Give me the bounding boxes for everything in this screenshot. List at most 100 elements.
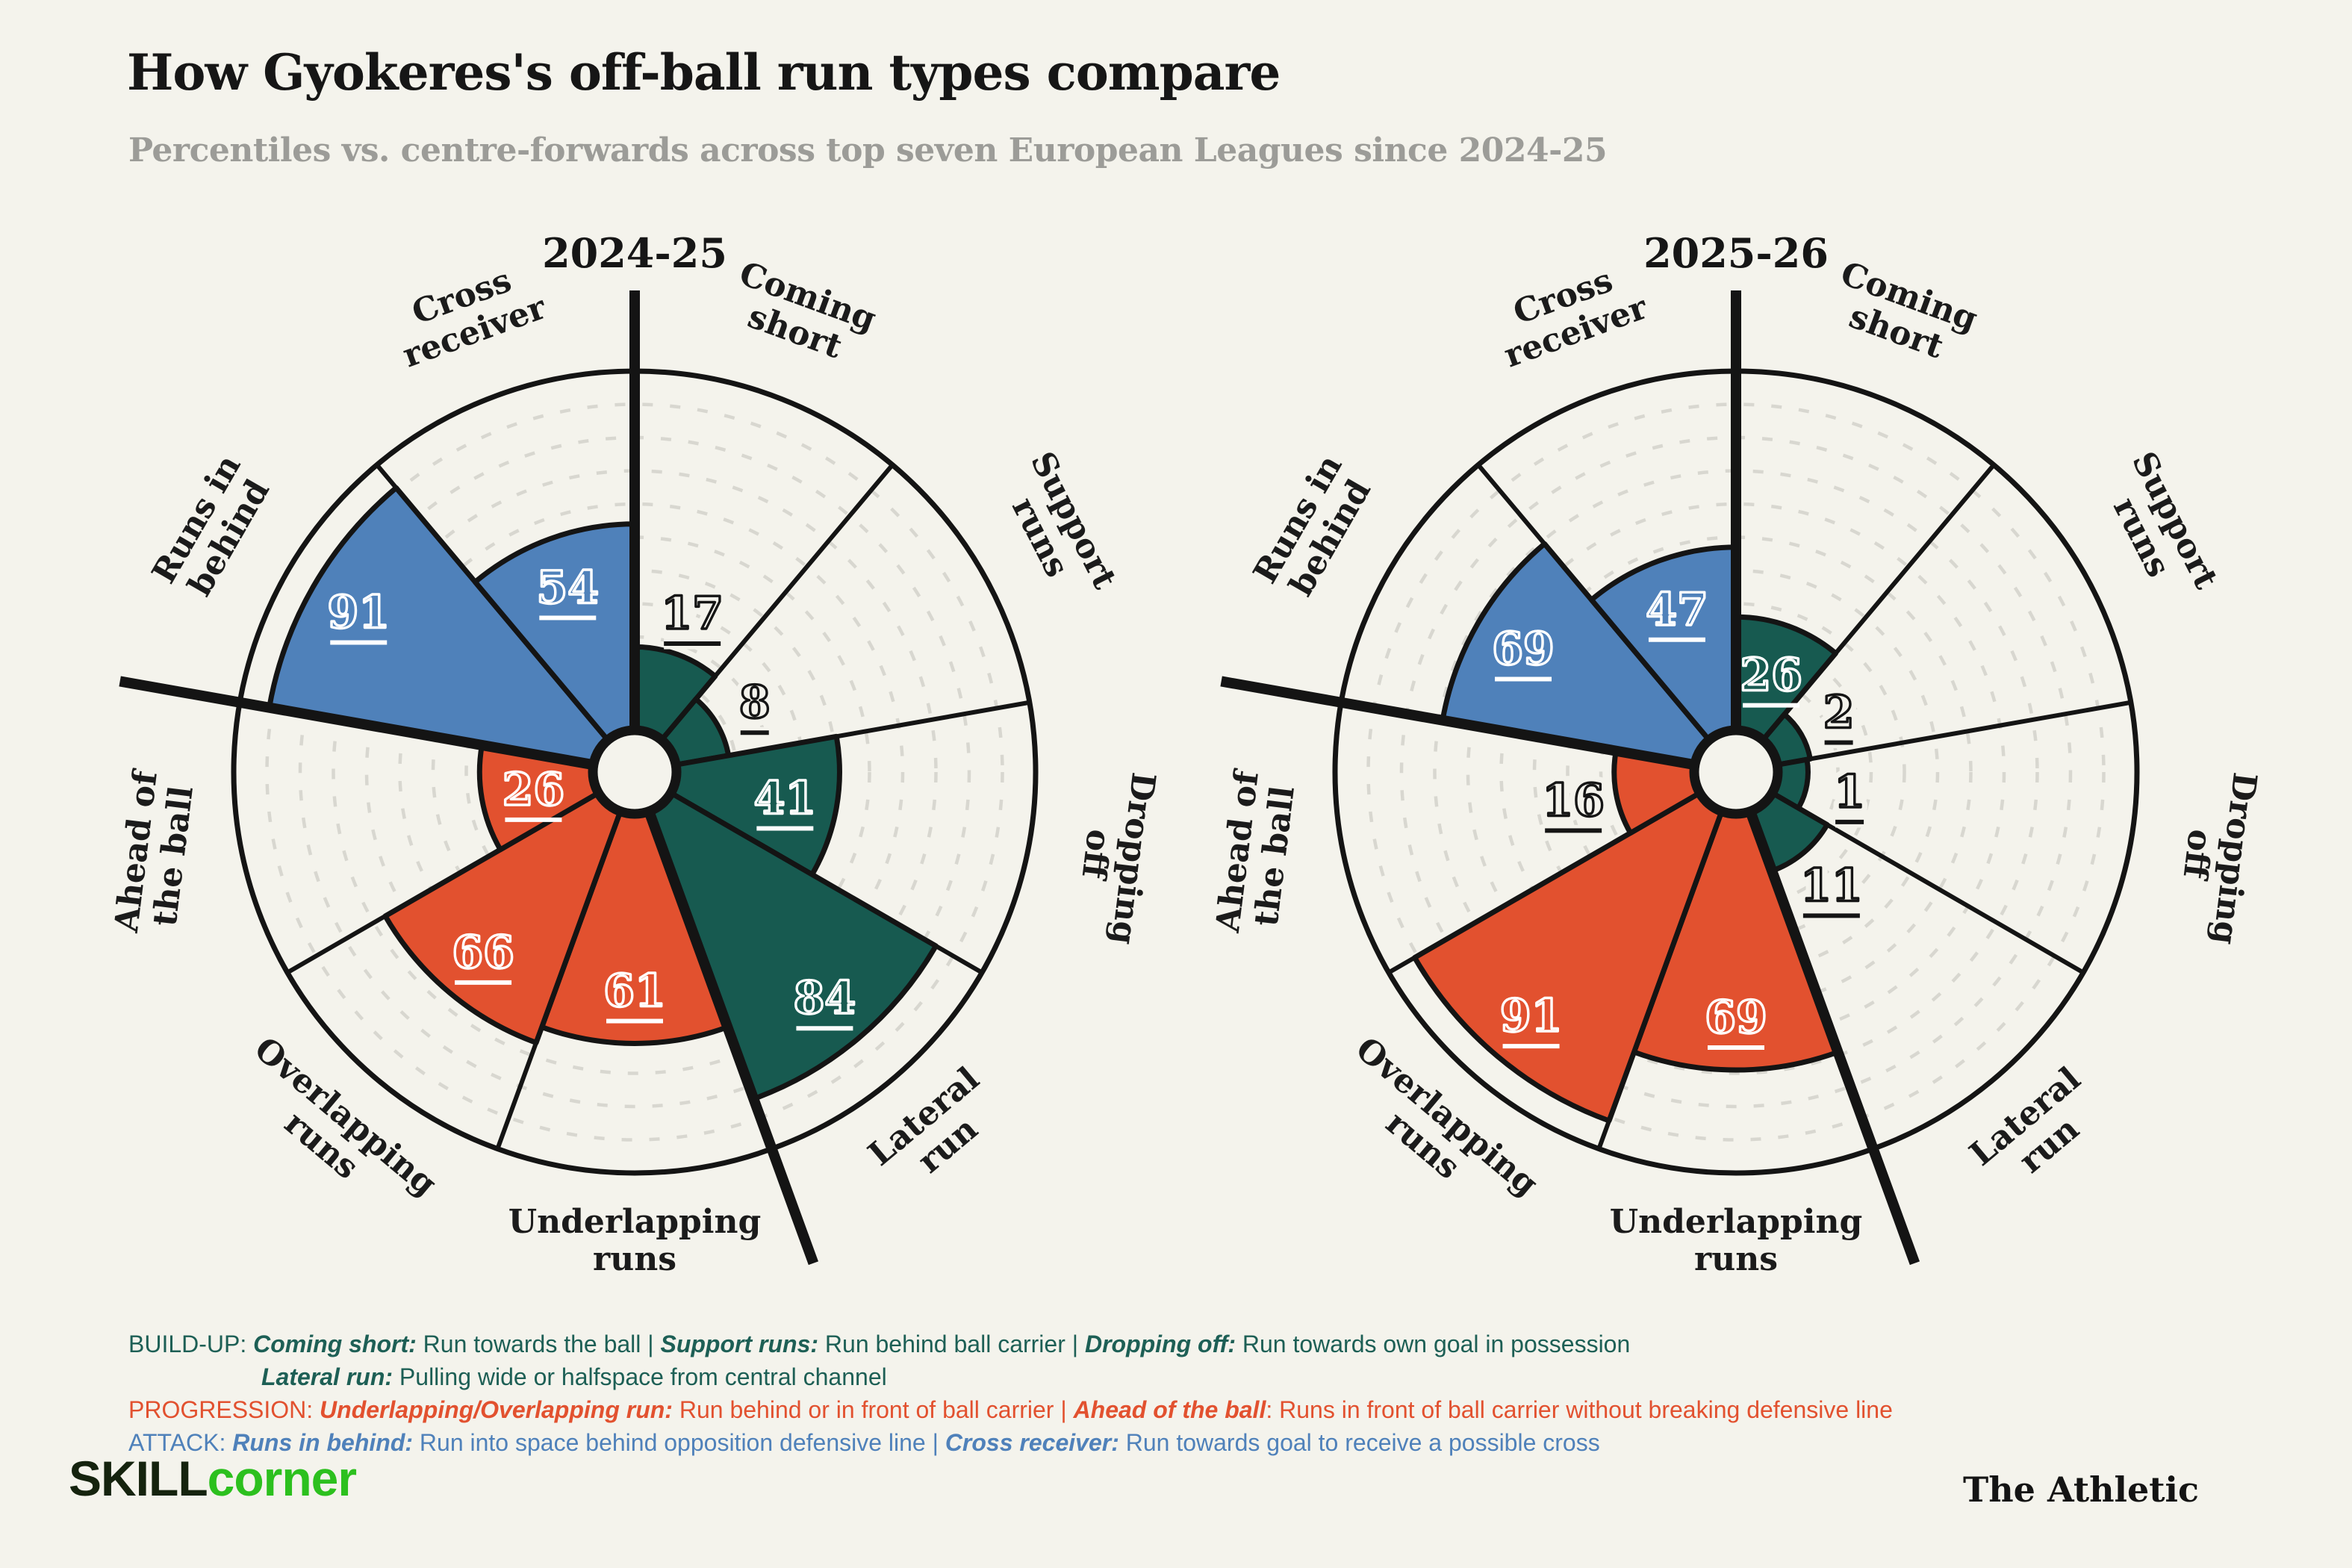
value-label-halo: 17: [661, 588, 724, 640]
category-label-ahead-of-the-ball: Ahead ofthe ball: [1209, 767, 1304, 940]
category-label-overlapping-runs: Overlappingruns: [223, 1030, 444, 1232]
the-athletic-logo: The Athletic: [1962, 1469, 2199, 1510]
gridline-ring-30: [1566, 602, 1906, 942]
category-label-underlapping-runs: Underlapping runs: [508, 1203, 762, 1278]
legend-line-2: PROGRESSION: Underlapping/Overlapping ru…: [128, 1393, 1893, 1426]
value-label-halo: 8: [739, 676, 771, 729]
legend-text: PROGRESSION:: [128, 1396, 320, 1423]
category-label-lateral-run: Lateralrun: [861, 1060, 1010, 1202]
value-label-halo: 1: [1834, 766, 1865, 818]
category-label-lateral-run: Lateralrun: [1962, 1060, 2112, 1202]
sector-divider: [495, 803, 626, 1150]
legend-run-type: Support runs:: [660, 1331, 819, 1357]
group-divider: [119, 676, 636, 777]
legend-text: Run towards the ball |: [416, 1331, 661, 1357]
outer-circle: [1332, 368, 2140, 1176]
wedge-cross-receiver: [472, 521, 638, 775]
value-label-underlapping-runs: 69: [1705, 992, 1767, 1044]
page-subtitle: Percentiles vs. centre-forwards across t…: [128, 131, 1608, 169]
sector-divider: [668, 700, 1030, 768]
legend-run-type: Runs in behind:: [232, 1429, 414, 1456]
value-label-halo: 11: [1800, 859, 1863, 912]
sector-divider: [1387, 787, 1708, 975]
wedge-cross-receiver: [1588, 544, 1739, 775]
sector-divider: [1769, 700, 2132, 768]
page-title: How Gyokeres's off-ball run types compar…: [127, 43, 1281, 102]
legend-run-type: Ahead of the ball: [1073, 1396, 1266, 1423]
sector-divider: [1756, 463, 1996, 747]
season-title-2024-25: 2024-25: [542, 229, 727, 277]
legend-run-type: Coming short:: [253, 1331, 417, 1357]
wedge-overlapping-runs: [1412, 769, 1739, 1124]
value-label-dropping-off: 1: [1834, 766, 1865, 818]
sector-divider: [375, 463, 615, 747]
value-label-ahead-of-the-ball: 16: [1542, 774, 1605, 827]
legend-text: BUILD-UP:: [128, 1331, 254, 1357]
value-label-halo: 2: [1823, 687, 1855, 739]
pizza-chart-2025-26: 2025-26 26 2 2 1 1 11 11 69 91 16 16 69 47 Comingshort…: [1206, 229, 2266, 1302]
category-label-cross-receiver: Crossreceiver: [1487, 253, 1653, 375]
category-label-underlapping-runs: Underlapping runs: [1610, 1203, 1863, 1278]
legend-run-type: Cross receiver:: [945, 1429, 1119, 1456]
season-title-2025-26: 2025-26: [1643, 229, 1829, 277]
legend-text: ATTACK:: [128, 1429, 233, 1456]
group-divider: [1220, 676, 1737, 777]
legend-text: Pulling wide or halfspace from central c…: [393, 1363, 887, 1390]
legend-text: : Runs in front of ball carrier without …: [1266, 1396, 1893, 1423]
sector-divider: [663, 787, 983, 975]
wedge-underlapping-runs: [1631, 769, 1841, 1073]
value-label-overlapping-runs: 66: [452, 927, 514, 979]
skillcorner-logo-dark: SKILL: [69, 1451, 208, 1506]
legend-run-type: Dropping off:: [1084, 1331, 1236, 1357]
category-label-ahead-of-the-ball: Ahead ofthe ball: [108, 767, 202, 940]
legend-text: Run into space behind opposition defensi…: [413, 1429, 945, 1456]
category-label-support-runs: Supportruns: [2091, 446, 2225, 612]
sector-divider: [1476, 463, 1716, 747]
value-label-overlapping-runs: 91: [1500, 990, 1563, 1042]
centre-hole: [588, 725, 682, 819]
category-label-dropping-off: Droppingoff: [1066, 766, 1162, 947]
wedge-runs-in-behind: [267, 485, 638, 775]
wedge-runs-in-behind: [1440, 541, 1739, 775]
centre-hole: [1689, 725, 1783, 819]
wedge-overlapping-runs: [382, 769, 638, 1045]
value-label-support-runs: 2: [1823, 687, 1855, 739]
pizza-chart-2024-25: 2024-25 17 17 8 8 41 84 61 66 26 91 54 Comingshort Su…: [105, 229, 1165, 1302]
legend-text: Run behind ball carrier |: [818, 1331, 1085, 1357]
sector-divider: [1596, 803, 1727, 1150]
category-label-dropping-off: Droppingoff: [2168, 766, 2263, 947]
value-label-dropping-off: 41: [754, 773, 817, 825]
value-label-halo: 16: [1542, 774, 1605, 827]
category-label-coming-short: Comingshort: [721, 255, 880, 374]
value-label-ahead-of-the-ball: 26: [503, 764, 565, 816]
value-label-underlapping-runs: 61: [603, 965, 666, 1017]
group-divider: [629, 770, 818, 1266]
run-type-legend: BUILD-UP: Coming short: Run towards the …: [128, 1328, 1893, 1459]
value-label-cross-receiver: 47: [1646, 584, 1708, 636]
value-label-coming-short: 26: [1740, 650, 1802, 702]
gridline-ring-90: [1366, 402, 2106, 1142]
value-label-lateral-run: 11: [1800, 859, 1863, 912]
category-label-runs-in-behind: Runs inbehind: [145, 449, 281, 609]
sector-divider: [1764, 787, 2085, 975]
legend-text: Run behind or in front of ball carrier |: [672, 1396, 1074, 1423]
value-label-coming-short: 17: [661, 588, 724, 640]
value-label-support-runs: 8: [739, 676, 771, 729]
pizza-chart-svg-2025-26: 2025-262622111111699116166947Comingshort…: [1209, 229, 2264, 1278]
legend-line-0: BUILD-UP: Coming short: Run towards the …: [128, 1328, 1893, 1360]
category-label-support-runs: Supportruns: [989, 446, 1124, 612]
wedge-dropping-off: [632, 733, 842, 877]
value-label-cross-receiver: 54: [537, 562, 600, 615]
legend-line-1: Lateral run: Pulling wide or halfspace f…: [128, 1360, 1893, 1393]
category-label-coming-short: Comingshort: [1823, 255, 1982, 374]
category-label-runs-in-behind: Runs inbehind: [1246, 449, 1382, 609]
value-label-runs-in-behind: 69: [1492, 623, 1555, 675]
category-label-cross-receiver: Crossreceiver: [385, 253, 552, 375]
wedge-underlapping-runs: [539, 769, 730, 1046]
legend-text: Run towards goal to receive a possible c…: [1119, 1429, 1600, 1456]
gridline-ring-90: [265, 402, 1004, 1142]
legend-run-type: Underlapping/Overlapping run:: [320, 1396, 673, 1423]
legend-run-type: Lateral run:: [261, 1363, 393, 1390]
wedge-lateral-run: [632, 769, 939, 1102]
value-label-runs-in-behind: 91: [328, 587, 391, 639]
